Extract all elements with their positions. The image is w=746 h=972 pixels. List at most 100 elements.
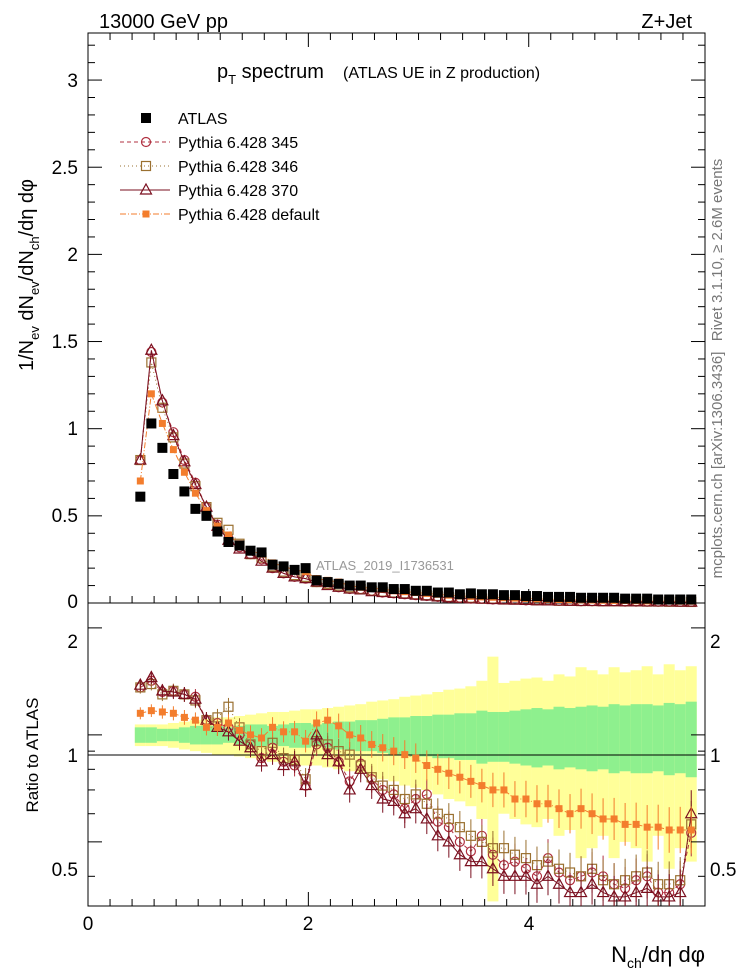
pythia-6-428-370-ratio-point <box>188 691 202 704</box>
atlas-point <box>256 547 267 558</box>
green-band-bin <box>520 709 532 766</box>
green-band-bin <box>641 704 653 774</box>
atlas-point <box>377 582 388 593</box>
pythia-6-428-default-ratio-point <box>247 731 255 739</box>
pythia-6-428-default-point <box>169 446 177 454</box>
atlas-point <box>344 580 355 591</box>
atlas-point <box>190 503 201 514</box>
pythia-6-428-346-point <box>157 402 168 413</box>
pythia-6-428-346-ratio-point <box>443 813 454 825</box>
green-band-bin <box>476 710 488 764</box>
green-band-bin <box>685 701 697 778</box>
pythia-6-428-default-ratio-point <box>368 740 376 748</box>
atlas-point <box>653 594 664 605</box>
green-band-bin <box>630 704 642 774</box>
svg-text:1/Nev dNev/dNch/dη dφ: 1/Nev dNev/dNch/dη dφ <box>16 179 42 371</box>
pythia-6-428-370-ratio-point <box>144 670 158 683</box>
atlas-point <box>388 584 399 595</box>
pythia-6-428-default-ratio-point <box>654 823 662 831</box>
pythia-6-428-346-ratio-point <box>344 749 355 760</box>
pythia-6-428-default-ratio-point <box>269 723 277 731</box>
pythia-6-428-370-ratio-point <box>673 885 687 898</box>
atlas-point <box>686 594 697 605</box>
pythia-6-428-370-ratio-point <box>321 747 335 760</box>
green-band-bin <box>619 705 631 772</box>
ytick-top-0: 0 <box>67 592 78 613</box>
green-band-bin <box>189 725 201 745</box>
ytick-ratio-right-1: 1 <box>710 746 721 767</box>
pythia-6-428-370-ratio-point <box>640 881 654 893</box>
green-band-bin <box>509 710 521 764</box>
green-band-bin <box>454 713 466 760</box>
pythia-6-428-370-ratio-point <box>221 724 235 737</box>
ytick-ratio-0.5: 0.5 <box>52 860 78 881</box>
atlas-point <box>410 585 421 596</box>
header-left: 13000 GeV pp <box>99 11 228 33</box>
legend-marker-pythia-6-428-370 <box>139 182 153 195</box>
pythia-6-428-346-point <box>146 357 157 368</box>
pythia-6-428-default-ratio-point <box>291 728 299 736</box>
atlas-point <box>157 442 168 453</box>
legend-label-pythia-6-428-346: Pythia 6.428 346 <box>178 159 298 176</box>
pythia-6-428-370-ratio-point <box>166 684 180 697</box>
pythia-6-428-370-ratio-point <box>453 847 467 860</box>
pythia-6-428-370-ratio-point <box>475 854 489 867</box>
atlas-point <box>476 589 487 600</box>
atlas-point <box>465 588 476 599</box>
green-band-bin <box>167 728 179 742</box>
ytick-ratio-2: 2 <box>67 632 78 653</box>
ytick-top-2: 2 <box>67 245 78 266</box>
pythia-6-428-default-ratio-point <box>213 723 221 731</box>
xtick-2: 2 <box>303 914 314 935</box>
atlas-point <box>146 418 157 429</box>
analysis-watermark: ATLAS_2019_I1736531 <box>316 558 454 573</box>
pythia-6-428-default-point <box>191 489 199 497</box>
pythia-6-428-default-ratio-point <box>280 728 288 736</box>
atlas-point <box>432 587 443 598</box>
pythia-6-428-370-point <box>155 393 169 406</box>
atlas-point <box>168 469 179 480</box>
pythia-6-428-370-ratio-point <box>629 885 643 898</box>
ytick-top-0.5: 0.5 <box>52 506 78 527</box>
pythia-6-428-370-ratio-point <box>398 806 412 819</box>
atlas-point <box>620 593 631 604</box>
legend-label-pythia-6-428-345: Pythia 6.428 345 <box>178 135 298 152</box>
pythia-6-428-370-ratio-point <box>387 794 401 806</box>
legend-marker-pythia-6-428-346 <box>140 160 152 172</box>
atlas-point <box>399 584 410 595</box>
atlas-point <box>664 594 675 605</box>
pythia-6-428-370-ratio-point <box>343 782 357 795</box>
pythia-6-428-default-ratio-point <box>335 722 343 730</box>
pythia-6-428-default-ratio-point <box>544 800 552 808</box>
atlas-point <box>531 591 542 602</box>
green-band-bin <box>410 716 422 757</box>
pythia-6-428-370-ratio-point <box>662 889 676 902</box>
pythia-6-428-370-ratio-point <box>155 683 169 696</box>
atlas-point <box>212 526 223 537</box>
ytick-ratio-1: 1 <box>67 746 78 767</box>
pythia-6-428-370-ratio-point <box>486 861 500 874</box>
ratio-series <box>133 670 698 906</box>
atlas-point <box>333 578 344 589</box>
pythia-6-428-370-ratio-point <box>618 889 632 902</box>
pythia-6-428-370-ratio-point <box>596 885 610 898</box>
pythia-6-428-370-ratio-point <box>177 687 191 699</box>
ytick-top-3: 3 <box>67 71 78 92</box>
pythia-6-428-370-ratio-point <box>563 885 577 898</box>
pythia-6-428-370-ratio-point <box>332 754 346 767</box>
pythia-6-428-370-ratio-point <box>365 778 379 791</box>
ytick-top-1.5: 1.5 <box>52 332 78 353</box>
pythia-6-428-default-ratio-point <box>489 786 497 794</box>
atlas-point <box>520 591 531 602</box>
pythia-6-428-370-ratio-point <box>420 811 434 824</box>
pythia-6-428-default-point <box>213 522 221 530</box>
atlas-point <box>179 486 190 497</box>
atlas-point <box>267 559 278 570</box>
pythia-6-428-370-point <box>299 571 313 584</box>
pythia-6-428-default-ratio-point <box>445 769 453 777</box>
pythia-6-428-default-ratio-point <box>478 782 486 790</box>
atlas-point <box>300 563 311 574</box>
pythia-6-428-default-point <box>158 419 166 427</box>
pythia-6-428-370-ratio-point <box>519 869 533 881</box>
